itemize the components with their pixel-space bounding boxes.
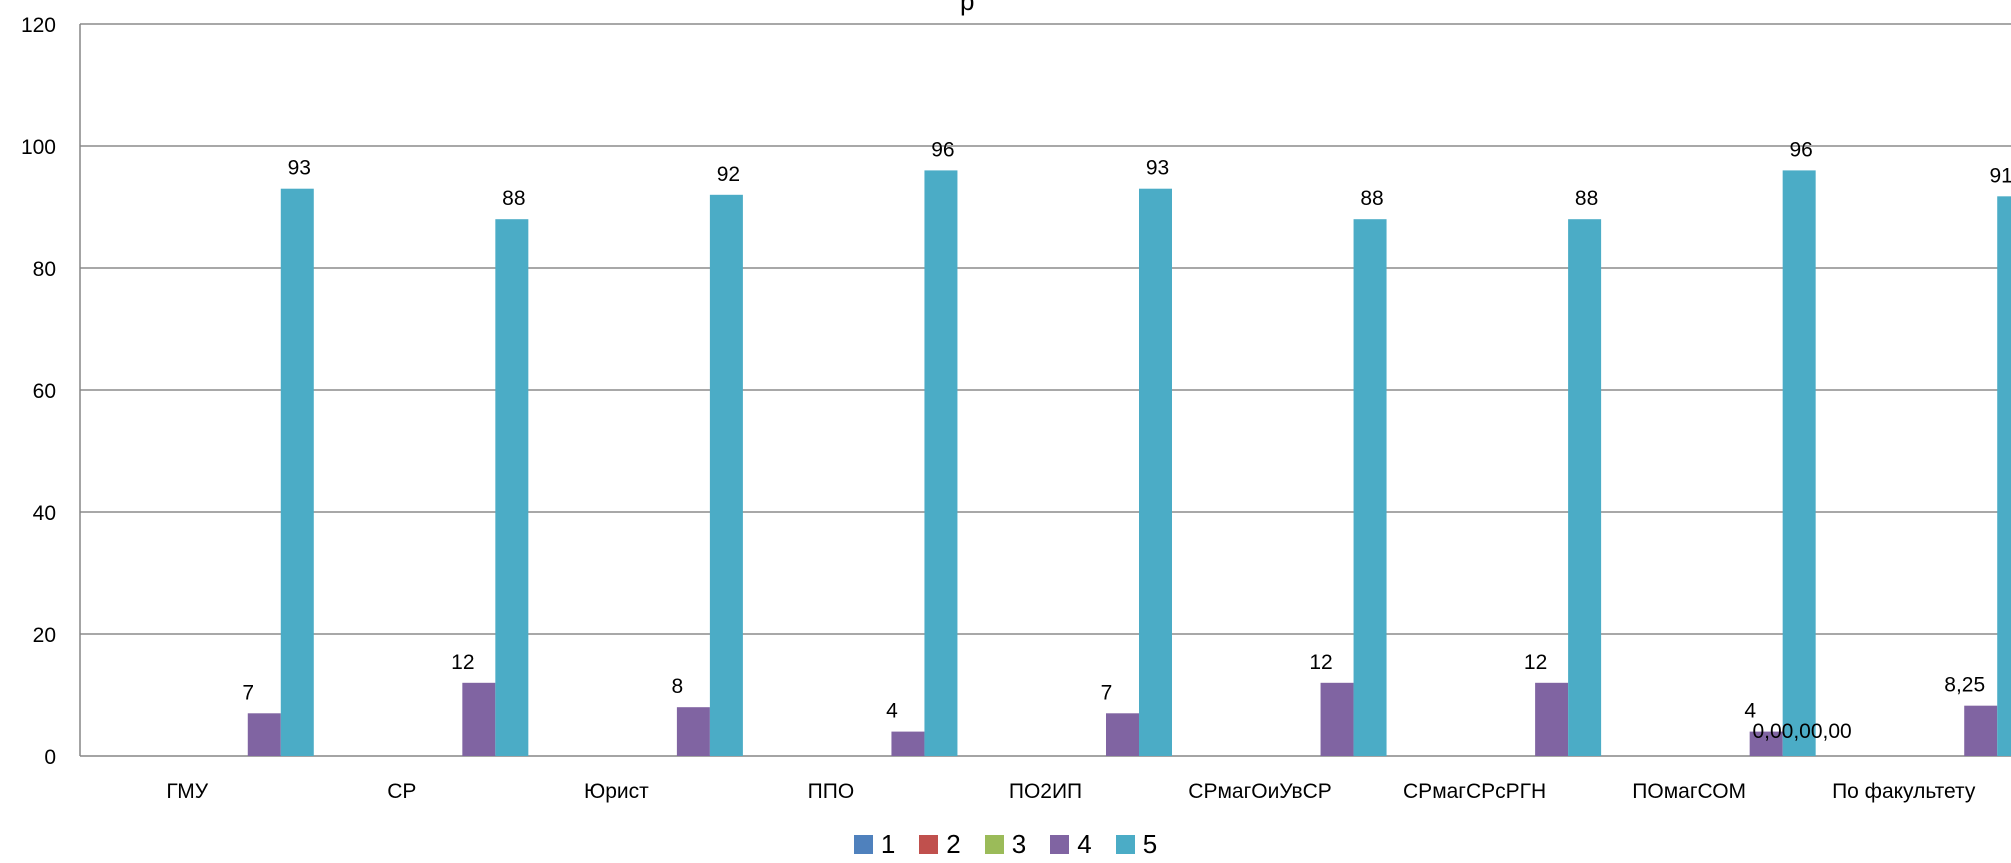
bar-series-4 bbox=[676, 707, 710, 756]
x-category-label: По факультету bbox=[1832, 780, 1976, 803]
legend-swatch-4 bbox=[1050, 834, 1070, 854]
y-tick-label: 0 bbox=[44, 746, 56, 769]
data-label-series-4: 4 bbox=[886, 700, 898, 723]
bar-series-4 bbox=[1535, 682, 1569, 756]
legend-item-4: 4 bbox=[1050, 828, 1092, 860]
data-label-series-4: 4 bbox=[1744, 700, 1756, 723]
x-category-label: СРмагОиУвСР bbox=[1188, 780, 1332, 803]
data-label-series-5: 96 bbox=[1789, 138, 1812, 161]
data-label-zero-cluster: 0,00,00,00 bbox=[1752, 720, 1851, 743]
bar-series-4 bbox=[1320, 682, 1354, 756]
bar-series-5 bbox=[1568, 219, 1602, 756]
legend-swatch-3 bbox=[984, 834, 1004, 854]
data-label-series-5: 91,75 bbox=[1989, 164, 2011, 187]
legend-item-1: 1 bbox=[853, 828, 896, 860]
data-label-series-5: 96 bbox=[931, 138, 954, 161]
bar-series-5 bbox=[1139, 188, 1172, 756]
x-category-label: ПО2ИП bbox=[1009, 780, 1082, 803]
bar-series-5 bbox=[709, 194, 743, 757]
legend-swatch-1 bbox=[853, 834, 873, 854]
bar-series-5 bbox=[1353, 219, 1387, 756]
bar-series-5 bbox=[280, 188, 314, 756]
legend-item-5: 5 bbox=[1115, 828, 1158, 860]
data-label-series-4: 8 bbox=[672, 675, 684, 698]
legend-label-2: 2 bbox=[946, 828, 961, 859]
x-category-label: ПОмагСОМ bbox=[1632, 780, 1746, 803]
data-label-series-4: 12 bbox=[1309, 651, 1332, 674]
bar-series-4 bbox=[1964, 705, 1998, 756]
y-tick-label: 60 bbox=[33, 380, 56, 403]
data-label-series-5: 88 bbox=[1360, 187, 1383, 210]
legend-label-4: 4 bbox=[1077, 828, 1092, 859]
x-category-label: ГМУ bbox=[166, 780, 208, 803]
y-tick-label: 120 bbox=[21, 14, 56, 37]
data-label-series-4: 12 bbox=[451, 651, 474, 674]
bar-series-4 bbox=[462, 682, 496, 756]
bar-series-4 bbox=[1106, 713, 1139, 756]
bar-series-4 bbox=[247, 713, 281, 756]
legend-label-5: 5 bbox=[1142, 828, 1158, 859]
data-label-series-5: 93 bbox=[1146, 157, 1169, 180]
legend-label-1: 1 bbox=[880, 828, 896, 859]
chart-legend: 1 2 3 4 5 bbox=[0, 828, 2011, 860]
bar-series-5 bbox=[1782, 170, 1816, 756]
data-label-series-5: 88 bbox=[502, 187, 525, 210]
bar-series-4 bbox=[1749, 731, 1783, 756]
data-label-series-4: 12 bbox=[1524, 651, 1547, 674]
x-category-label: ППО bbox=[808, 780, 855, 803]
bar-series-5 bbox=[1997, 196, 2011, 756]
data-label-series-5: 92 bbox=[717, 163, 740, 186]
y-tick-label: 40 bbox=[33, 502, 56, 525]
x-category-label: СР bbox=[387, 780, 416, 803]
data-label-series-4: 7 bbox=[1101, 681, 1113, 704]
data-label-series-4: 7 bbox=[242, 681, 254, 704]
data-label-series-4: 8,25 bbox=[1944, 674, 1985, 697]
legend-label-3: 3 bbox=[1011, 828, 1027, 859]
legend-swatch-5 bbox=[1115, 834, 1135, 854]
legend-swatch-2 bbox=[919, 834, 939, 854]
bar-chart: 0 20 40 60 80 100 120 ГМУ 7 93 СР 12 88 Юрист 8 92 ППО 4 9… bbox=[21, 14, 2011, 803]
x-category-label: Юрист bbox=[584, 780, 649, 803]
bar-series-4 bbox=[891, 731, 925, 756]
chart-title-fragment: р bbox=[960, 0, 975, 16]
bar-series-5 bbox=[924, 170, 958, 756]
data-label-series-5: 93 bbox=[288, 157, 311, 180]
legend-item-3: 3 bbox=[984, 828, 1027, 860]
data-label-series-5: 88 bbox=[1575, 187, 1598, 210]
x-category-label: СРмагСРсРГН bbox=[1403, 780, 1546, 803]
bar-series-5 bbox=[495, 219, 529, 756]
y-tick-label: 80 bbox=[33, 258, 56, 281]
legend-item-2: 2 bbox=[919, 828, 961, 860]
y-tick-label: 20 bbox=[33, 624, 56, 647]
y-tick-label: 100 bbox=[21, 136, 56, 159]
